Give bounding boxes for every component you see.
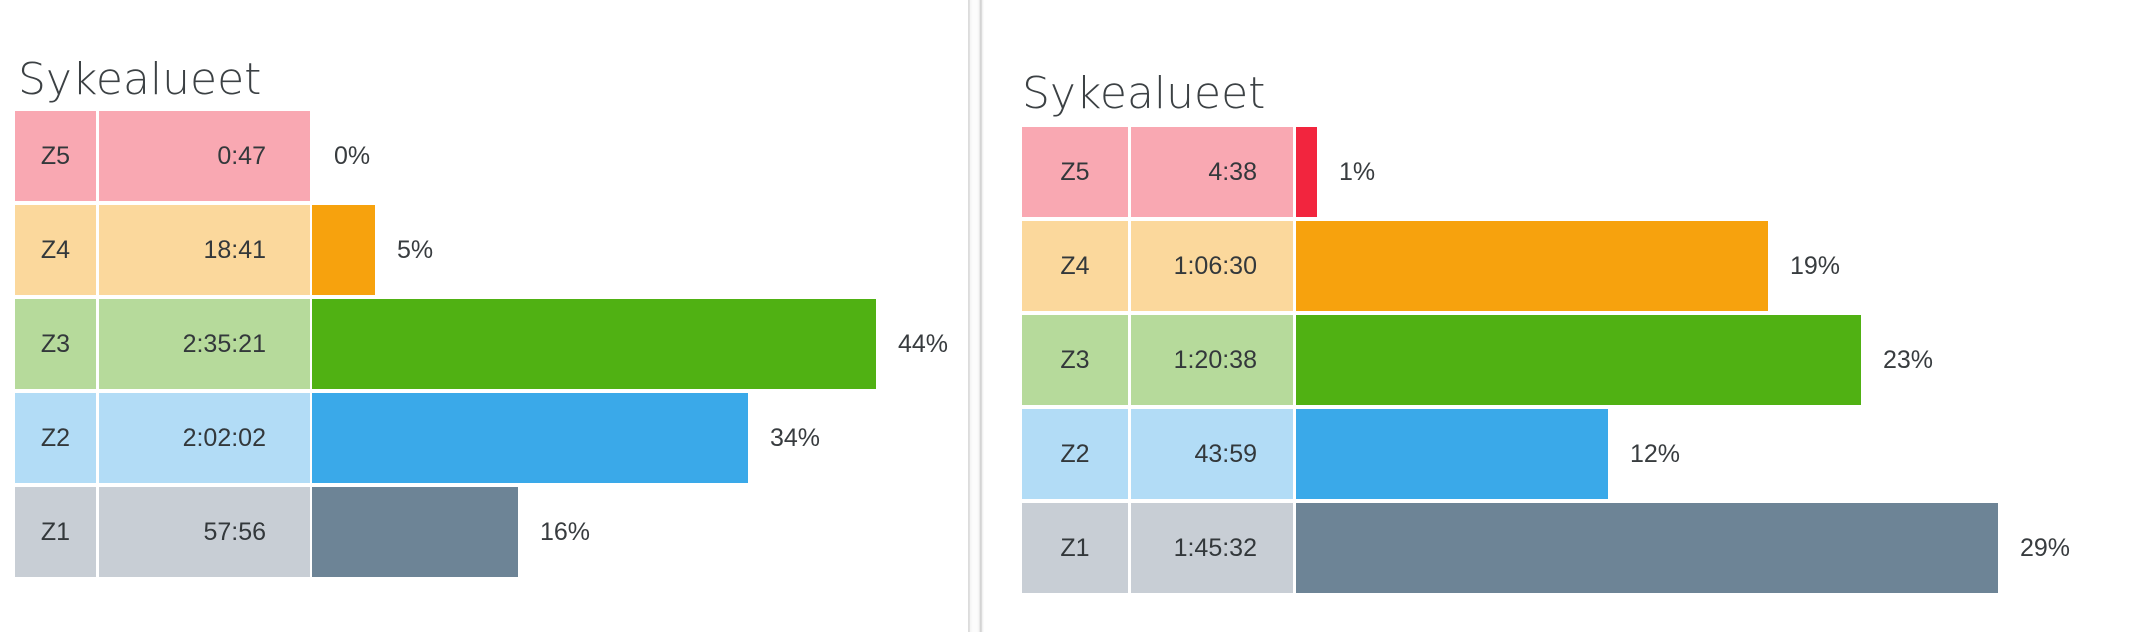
panel-title: Sykealueet <box>18 53 262 105</box>
zone-rows: Z5 0:47 0% Z4 18:41 5% Z3 2:35:21 44% Z2 2:02:02 34… <box>15 111 948 581</box>
zone-bar <box>1296 221 1768 311</box>
zone-percent-label: 5% <box>397 235 434 264</box>
zone-bar <box>312 487 518 577</box>
zone-percent-label: 34% <box>770 423 821 452</box>
zone-row: Z2 2:02:02 34% <box>15 393 948 483</box>
zone-row: Z5 4:38 1% <box>1022 127 2070 217</box>
zone-row: Z4 1:06:30 19% <box>1022 221 2070 311</box>
zone-bar <box>1296 503 1998 593</box>
zone-time-cell: 4:38 <box>1131 127 1293 217</box>
zone-percent-label: 19% <box>1790 251 1841 280</box>
zone-row: Z4 18:41 5% <box>15 205 948 295</box>
zone-label-cell: Z5 <box>1022 127 1128 217</box>
zone-time-cell: 57:56 <box>99 487 310 577</box>
zone-time-cell: 2:35:21 <box>99 299 310 389</box>
zone-label-cell: Z1 <box>1022 503 1128 593</box>
zone-time-cell: 1:20:38 <box>1131 315 1293 405</box>
zone-bar <box>1296 409 1608 499</box>
zone-label-cell: Z4 <box>15 205 96 295</box>
zone-percent-label: 29% <box>2020 533 2071 562</box>
zone-label-cell: Z5 <box>15 111 96 201</box>
panel-title: Sykealueet <box>1022 67 1266 119</box>
zone-bar <box>312 299 876 389</box>
zone-time-cell: 0:47 <box>99 111 310 201</box>
panel-divider <box>968 0 984 632</box>
zone-percent-label: 0% <box>334 141 371 170</box>
zone-row: Z3 1:20:38 23% <box>1022 315 2070 405</box>
zone-rows: Z5 4:38 1% Z4 1:06:30 19% Z3 1:20:38 23% Z2 43:59 1… <box>1022 127 2070 597</box>
zone-time-cell: 1:45:32 <box>1131 503 1293 593</box>
zone-row: Z3 2:35:21 44% <box>15 299 948 389</box>
hr-zones-panel-right: Sykealueet Z5 4:38 1% Z4 1:06:30 19% Z3 1:20:38… <box>984 0 2136 632</box>
zone-time-cell: 1:06:30 <box>1131 221 1293 311</box>
zone-percent-label: 23% <box>1883 345 1934 374</box>
zone-label-cell: Z2 <box>1022 409 1128 499</box>
hr-zones-panel-left: Sykealueet Z5 0:47 0% Z4 18:41 5% Z3 2:35:21 44%… <box>0 0 968 632</box>
zone-label-cell: Z3 <box>1022 315 1128 405</box>
zone-row: Z1 1:45:32 29% <box>1022 503 2070 593</box>
zone-row: Z2 43:59 12% <box>1022 409 2070 499</box>
zone-time-cell: 2:02:02 <box>99 393 310 483</box>
zone-bar <box>1296 127 1317 217</box>
zone-bar <box>312 393 748 483</box>
zone-percent-label: 1% <box>1339 157 1376 186</box>
zone-percent-label: 12% <box>1630 439 1681 468</box>
zone-bar <box>312 205 375 295</box>
zone-label-cell: Z1 <box>15 487 96 577</box>
zone-time-cell: 18:41 <box>99 205 310 295</box>
zone-bar <box>1296 315 1861 405</box>
zone-percent-label: 44% <box>898 329 949 358</box>
zone-label-cell: Z4 <box>1022 221 1128 311</box>
zone-percent-label: 16% <box>540 517 591 546</box>
zone-row: Z5 0:47 0% <box>15 111 948 201</box>
zone-label-cell: Z2 <box>15 393 96 483</box>
zone-time-cell: 43:59 <box>1131 409 1293 499</box>
zone-row: Z1 57:56 16% <box>15 487 948 577</box>
zone-label-cell: Z3 <box>15 299 96 389</box>
